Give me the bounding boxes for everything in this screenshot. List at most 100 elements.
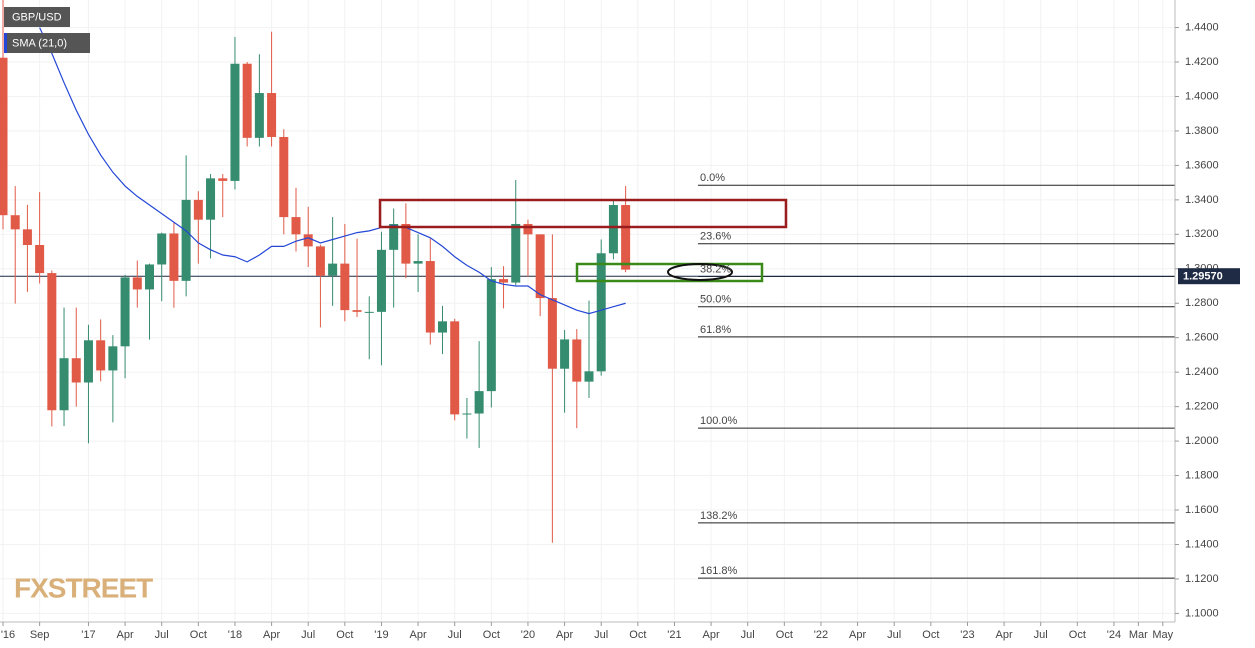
y-tick-label: 1.2600 — [1185, 332, 1219, 344]
y-tick-label: 1.2400 — [1185, 366, 1219, 378]
y-tick-label: 1.4000 — [1185, 90, 1219, 102]
x-tick-label: '24 — [1107, 629, 1121, 641]
x-tick-label: '23 — [960, 629, 974, 641]
candle-body — [596, 253, 606, 372]
y-tick-label: 1.1400 — [1185, 538, 1219, 550]
candle-body — [10, 215, 20, 230]
y-tick-label: 1.3800 — [1185, 125, 1219, 137]
x-tick-label: Apr — [703, 629, 720, 641]
candle-body — [511, 223, 521, 283]
x-tick-label: Jul — [594, 629, 608, 641]
candle-body — [352, 310, 362, 312]
candle-body — [0, 57, 8, 216]
fib-label: 0.0% — [700, 172, 725, 184]
x-tick-label: Oct — [336, 629, 353, 641]
x-tick-label: Jul — [741, 629, 755, 641]
candle-body — [267, 93, 277, 137]
fib-label: 100.0% — [700, 415, 738, 427]
x-tick-label: Jul — [887, 629, 901, 641]
candle-body — [462, 413, 472, 415]
legend-box — [4, 7, 70, 27]
legend-swatch — [4, 33, 7, 53]
x-tick-label: Mar — [1129, 629, 1148, 641]
highlight-ellipse — [667, 263, 733, 281]
plot-area — [0, 0, 1175, 579]
x-tick-label: '21 — [667, 629, 681, 641]
candle-body — [96, 340, 106, 371]
candle-body — [474, 391, 484, 414]
resistance-box — [378, 198, 788, 229]
x-tick-label: '16 — [1, 629, 15, 641]
x-tick-label: Apr — [117, 629, 134, 641]
candle-body — [547, 298, 557, 369]
candle-body — [108, 346, 118, 371]
x-tick-label: Jul — [1034, 629, 1048, 641]
candle-body — [59, 358, 69, 411]
sma-line — [39, 27, 626, 315]
candle-body — [303, 234, 313, 247]
fib-label: 161.8% — [700, 565, 738, 577]
candle-body — [328, 263, 338, 276]
y-tick-label: 1.2200 — [1185, 401, 1219, 413]
x-tick-label: Apr — [556, 629, 573, 641]
x-tick-label: '18 — [228, 629, 242, 641]
x-tick-label: Oct — [922, 629, 939, 641]
x-tick-label: '17 — [81, 629, 95, 641]
x-tick-label: Apr — [263, 629, 280, 641]
candle-body — [340, 263, 350, 311]
candle-body — [608, 205, 618, 254]
candle-body — [425, 261, 435, 333]
candle-body — [535, 234, 545, 299]
candle-body — [47, 273, 57, 411]
candle-body — [35, 245, 45, 274]
y-tick-label: 1.2800 — [1185, 297, 1219, 309]
legend-box — [4, 33, 90, 53]
y-tick-label: 1.1000 — [1185, 607, 1219, 619]
candle-body — [315, 246, 325, 276]
candle-body — [364, 311, 374, 313]
x-tick-label: '22 — [814, 629, 828, 641]
y-tick-label: 1.3600 — [1185, 159, 1219, 171]
x-tick-label: Oct — [1069, 629, 1086, 641]
candle-body — [279, 136, 289, 218]
candle-body — [169, 233, 179, 281]
candle-body — [572, 339, 582, 382]
candle-body — [621, 205, 631, 270]
fib-label: 23.6% — [700, 231, 731, 243]
candle-body — [254, 93, 264, 138]
candle-body — [438, 321, 447, 333]
x-tick-label: Oct — [629, 629, 646, 641]
y-tick-label: 1.1800 — [1185, 469, 1219, 481]
legend-label: SMA (21,0) — [12, 37, 67, 49]
candle-body — [584, 371, 594, 382]
candle-body — [401, 223, 411, 264]
candle-body — [486, 279, 496, 392]
x-tick-label: Jul — [448, 629, 462, 641]
candle-body — [218, 178, 228, 181]
candle-body — [230, 63, 240, 181]
y-tick-label: 1.4200 — [1185, 56, 1219, 68]
y-tick-label: 1.2000 — [1185, 435, 1219, 447]
candle-body — [376, 249, 386, 312]
legend-label: GBP/USD — [12, 11, 62, 23]
last-price-box — [1178, 268, 1240, 285]
candle-body — [132, 277, 142, 290]
logo: FXSTREET — [14, 572, 153, 603]
x-tick-label: Apr — [410, 629, 427, 641]
fib-label: 38.2% — [700, 263, 731, 275]
candle-body — [413, 261, 423, 264]
candle-body — [71, 358, 81, 383]
candle-body — [389, 223, 399, 250]
candle-body — [523, 223, 533, 235]
candle-body — [120, 277, 130, 347]
candle-body — [499, 279, 509, 283]
x-tick-label: Oct — [776, 629, 793, 641]
support-box — [575, 262, 764, 283]
y-tick-label: 1.1200 — [1185, 573, 1219, 585]
candle-body — [181, 199, 191, 281]
y-tick-label: 1.3400 — [1185, 194, 1219, 206]
fib-label: 50.0% — [700, 294, 731, 306]
x-tick-label: Sep — [30, 629, 50, 641]
x-tick-label: May — [1152, 629, 1173, 641]
